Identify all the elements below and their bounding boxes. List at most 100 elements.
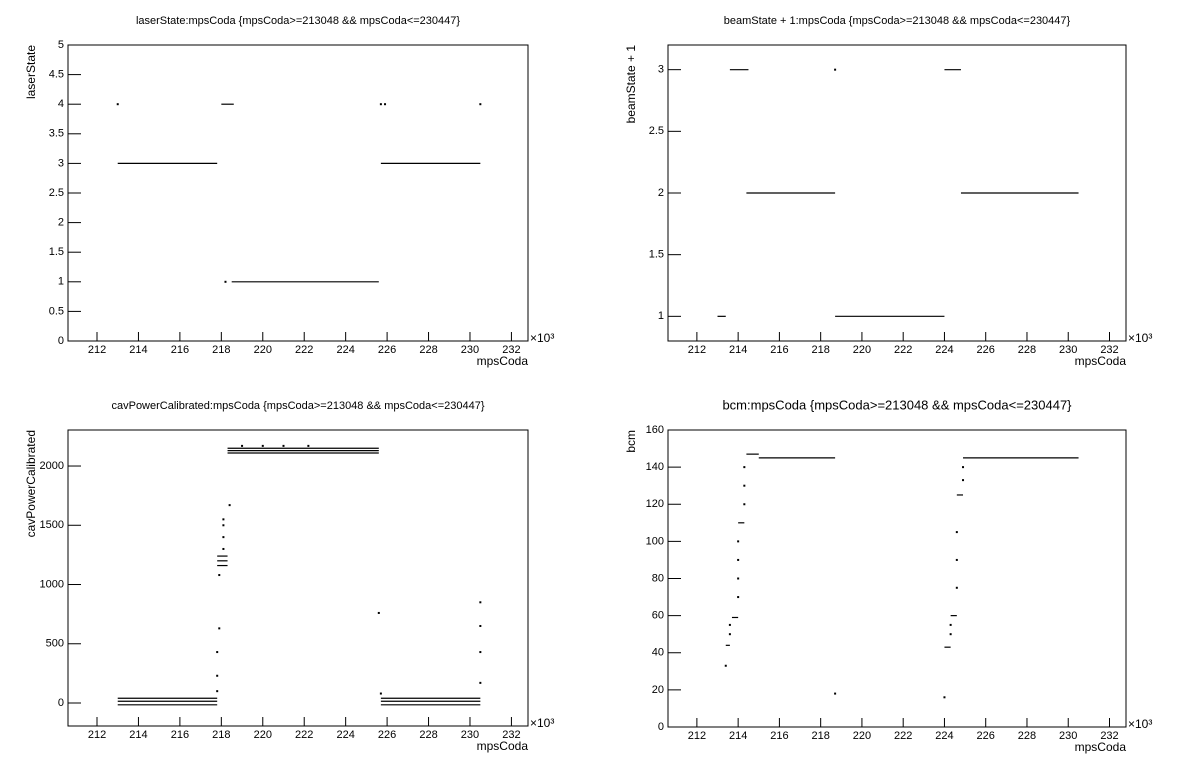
x-tick-label: 230: [1059, 344, 1077, 356]
data-point: [479, 601, 482, 604]
data-point: [955, 586, 958, 589]
x-tick-label: 218: [212, 344, 230, 356]
x-tick-label: 220: [853, 730, 871, 742]
x-tick-label: 212: [688, 344, 706, 356]
x-multiplier: ×10³: [530, 331, 554, 345]
y-tick-label: 120: [646, 498, 664, 510]
y-tick-label: 140: [646, 461, 664, 473]
y-tick-label: 80: [652, 572, 664, 584]
data-point: [479, 103, 482, 106]
data-point: [377, 611, 380, 614]
x-multiplier: ×10³: [1128, 717, 1152, 731]
y-axis-label: beamState + 1: [624, 45, 638, 124]
x-tick-label: 232: [502, 344, 520, 356]
y-tick-label: 20: [652, 684, 664, 696]
data-point: [737, 540, 740, 543]
data-point: [379, 103, 382, 106]
chart-title: laserState:mpsCoda {mpsCoda>=213048 && m…: [136, 15, 460, 27]
x-axis-label: mpsCoda: [1075, 740, 1127, 754]
data-point: [962, 466, 965, 469]
x-multiplier: ×10³: [1128, 331, 1152, 345]
y-tick-label: 3: [658, 64, 664, 76]
y-tick-label: 1: [58, 276, 64, 288]
y-tick-label: 60: [652, 610, 664, 622]
y-tick-label: 0: [58, 335, 64, 347]
data-point: [834, 68, 837, 71]
data-point: [834, 692, 837, 695]
frame: [667, 429, 1127, 728]
data-point: [737, 558, 740, 561]
x-tick-label: 220: [853, 344, 871, 356]
x-axis-label: mpsCoda: [1075, 354, 1127, 368]
x-tick-label: 224: [336, 344, 354, 356]
x-tick-label: 228: [419, 344, 437, 356]
x-tick-label: 226: [977, 344, 995, 356]
data-point: [218, 574, 221, 577]
x-tick-label: 226: [378, 729, 396, 741]
x-tick-label: 224: [336, 729, 354, 741]
x-tick-label: 212: [88, 344, 106, 356]
x-tick-label: 222: [894, 730, 912, 742]
x-tick-label: 224: [935, 344, 953, 356]
x-tick-label: 212: [688, 730, 706, 742]
y-axis-label: cavPowerCalibrated: [24, 430, 38, 537]
y-tick-label: 1500: [40, 519, 64, 531]
x-tick-label: 232: [1100, 344, 1118, 356]
data-point: [282, 444, 285, 447]
x-axis-label: mpsCoda: [477, 354, 529, 368]
x-tick-label: 216: [171, 729, 189, 741]
y-tick-label: 0.5: [49, 305, 64, 317]
y-tick-label: 2: [658, 187, 664, 199]
data-point: [479, 651, 482, 654]
data-point: [216, 651, 219, 654]
y-tick-label: 3: [58, 157, 64, 169]
x-tick-label: 220: [254, 729, 272, 741]
x-tick-label: 222: [295, 344, 313, 356]
y-tick-label: 1: [658, 310, 664, 322]
data-point: [728, 633, 731, 636]
x-tick-label: 230: [1059, 730, 1077, 742]
data-point: [216, 690, 219, 693]
y-axis-label: laserState: [24, 45, 38, 99]
frame: [67, 44, 529, 342]
data-point: [379, 692, 382, 695]
y-tick-label: 100: [646, 535, 664, 547]
x-tick-label: 218: [811, 730, 829, 742]
x-tick-label: 222: [894, 344, 912, 356]
data-point: [222, 524, 225, 527]
data-point: [224, 280, 227, 283]
y-tick-label: 160: [646, 424, 664, 436]
x-tick-label: 218: [811, 344, 829, 356]
data-point: [955, 558, 958, 561]
data-point: [943, 696, 946, 699]
x-tick-label: 212: [88, 729, 106, 741]
data-point: [384, 103, 387, 106]
data-point: [949, 633, 952, 636]
x-tick-label: 214: [729, 730, 747, 742]
data-point: [241, 444, 244, 447]
x-tick-label: 226: [378, 344, 396, 356]
data-point: [218, 627, 221, 630]
data-point: [261, 444, 264, 447]
chart-title: bcm:mpsCoda {mpsCoda>=213048 && mpsCoda<…: [722, 397, 1072, 412]
data-point: [962, 479, 965, 482]
data-point: [743, 484, 746, 487]
x-tick-label: 216: [770, 730, 788, 742]
y-axis-label: bcm: [624, 430, 638, 453]
data-point: [307, 444, 310, 447]
chart-title: cavPowerCalibrated:mpsCoda {mpsCoda>=213…: [111, 400, 484, 412]
y-tick-label: 1.5: [49, 246, 64, 258]
y-tick-label: 0: [58, 697, 64, 709]
data-point: [479, 681, 482, 684]
data-point: [737, 596, 740, 599]
frame: [67, 429, 529, 727]
y-tick-label: 500: [46, 638, 64, 650]
x-tick-label: 226: [977, 730, 995, 742]
y-tick-label: 5: [58, 39, 64, 51]
x-tick-label: 216: [770, 344, 788, 356]
y-tick-label: 2.5: [649, 125, 664, 137]
x-tick-label: 230: [461, 344, 479, 356]
x-tick-label: 220: [254, 344, 272, 356]
data-point: [222, 518, 225, 521]
x-tick-label: 224: [935, 730, 953, 742]
